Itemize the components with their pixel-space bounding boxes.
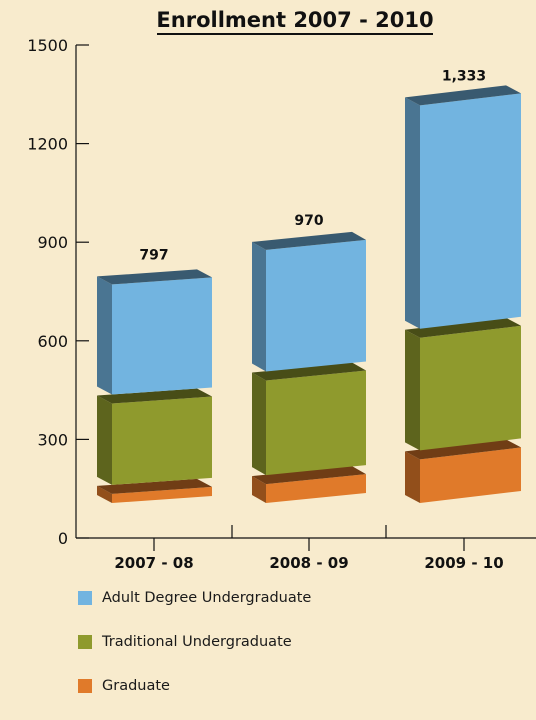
y-tick-label: 0	[58, 529, 68, 548]
bar-2009-10-graduate-top	[405, 439, 521, 460]
legend-label-adult-degree: Adult Degree Undergraduate	[102, 590, 312, 606]
bar-2009-10-traditional-undergraduate-top	[405, 317, 521, 338]
bar-2009-10-adult-degree-undergraduate-top	[405, 85, 521, 106]
bar-2009-10-traditional-undergraduate	[420, 325, 521, 451]
bar-2007-08-traditional-undergraduate-top	[97, 388, 212, 404]
bar-2008-09-traditional-undergraduate	[266, 370, 366, 476]
bar-2008-09-adult-degree-undergraduate	[266, 239, 366, 372]
stacked-bar-chart: Enrollment 2007 - 2010 0 300 600 900 1200 150…	[27, 8, 536, 572]
bar-2008-09-traditional-undergraduate-side	[252, 372, 266, 476]
bar-2008-09-adult-degree-undergraduate-top	[252, 231, 366, 250]
y-tick-label: 600	[37, 332, 68, 351]
bar-2007-08-adult-degree-undergraduate-top	[97, 269, 212, 285]
bar-2007-08-adult-degree-undergraduate-side	[97, 276, 112, 395]
bar-2008-09-graduate-top	[252, 466, 366, 485]
y-tick-label: 1200	[27, 135, 68, 154]
bar-2007-08-traditional-undergraduate	[112, 396, 212, 485]
legend-label-traditional: Traditional Undergraduate	[102, 634, 292, 650]
bar-2008-09-adult-degree-undergraduate-side	[252, 241, 266, 372]
y-tick-label: 300	[37, 430, 68, 449]
x-tick-label: 2007 - 08	[114, 554, 193, 572]
bar-2009-10-adult-degree-undergraduate	[420, 93, 521, 329]
legend-item-traditional: Traditional Undergraduate	[78, 632, 311, 652]
legend-item-graduate: Graduate	[78, 676, 311, 696]
legend-swatch-traditional	[78, 635, 92, 649]
y-axis: 0 300 600 900 1200 1500	[27, 36, 89, 548]
bar-2007-08-graduate	[112, 486, 212, 503]
x-axis: 2007 - 08 2008 - 09 2009 - 10	[76, 525, 536, 572]
x-tick-label: 2008 - 09	[269, 554, 348, 572]
bar-2008-09-graduate	[266, 474, 366, 503]
legend-swatch-adult-degree	[78, 591, 92, 605]
y-tick-label: 900	[37, 233, 68, 252]
y-tick-label: 1500	[27, 36, 68, 55]
bar-2008-09-graduate-side	[252, 476, 266, 503]
bar-2009-10-traditional-undergraduate-side	[405, 329, 420, 451]
legend: Adult Degree Undergraduate Traditional U…	[78, 588, 311, 720]
bar-total-labels: 797 970 1,333	[139, 68, 486, 263]
bars	[97, 85, 521, 503]
x-tick-label: 2009 - 10	[424, 554, 503, 572]
chart-title: Enrollment 2007 - 2010	[156, 8, 433, 32]
bar-2009-10-graduate	[420, 447, 521, 503]
bar-2009-10-graduate-side	[405, 451, 420, 503]
bar-2007-08-traditional-undergraduate-side	[97, 395, 112, 485]
bar-total-label-2007-08: 797	[139, 247, 168, 263]
bar-2009-10-adult-degree-undergraduate-side	[405, 97, 420, 329]
bar-2008-09-traditional-undergraduate-top	[252, 362, 366, 381]
bar-total-label-2008-09: 970	[294, 213, 323, 229]
bar-total-label-2009-10: 1,333	[442, 68, 486, 84]
bar-2007-08-graduate-side	[97, 485, 112, 503]
legend-item-adult-degree: Adult Degree Undergraduate	[78, 588, 311, 608]
bar-2007-08-adult-degree-undergraduate	[112, 277, 212, 395]
legend-label-graduate: Graduate	[102, 678, 170, 694]
bar-2007-08-graduate-top	[97, 478, 212, 494]
legend-swatch-graduate	[78, 679, 92, 693]
